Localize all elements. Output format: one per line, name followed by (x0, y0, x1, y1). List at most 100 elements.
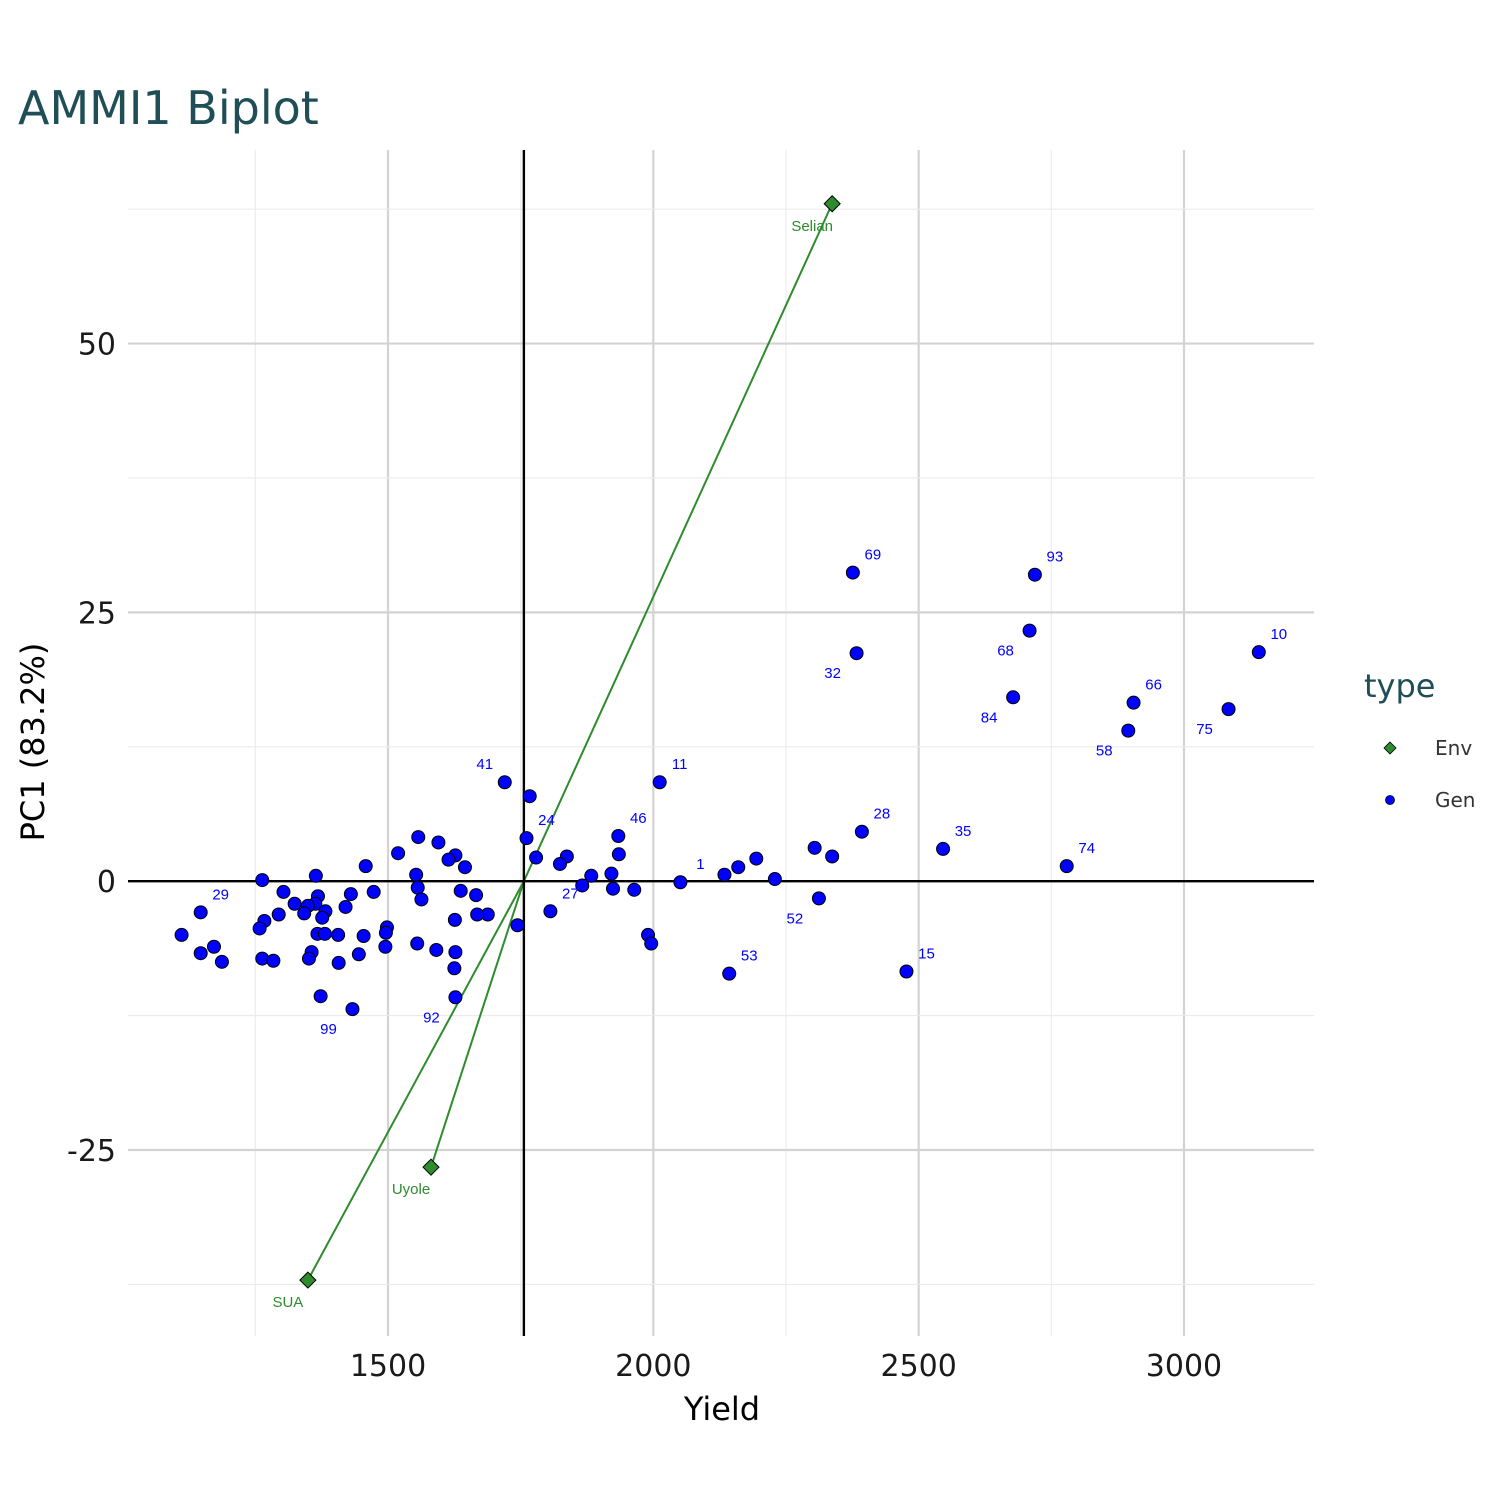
genotype-point (214, 954, 229, 969)
genotype-point (470, 907, 485, 922)
genotype-label: 28 (874, 806, 891, 823)
genotype-point (441, 852, 456, 867)
genotype-point (722, 966, 737, 981)
genotype-point (429, 942, 444, 957)
genotype-label: 92 (423, 1009, 440, 1026)
axis-ticks: 1500 2000 2500 3000 -25 0 25 50 (67, 328, 1222, 1384)
legend-label: Gen (1435, 788, 1475, 812)
genotype-label: 74 (1078, 840, 1095, 857)
legend-label: Env (1435, 736, 1472, 760)
genotype-label: 68 (997, 643, 1014, 660)
genotype-point (447, 912, 462, 927)
genotype-point (1006, 690, 1021, 705)
genotype-point (717, 867, 732, 882)
genotype-point (331, 955, 346, 970)
env-vector (430, 880, 525, 1168)
genotype-label: 15 (918, 945, 935, 962)
genotype-point (510, 918, 525, 933)
genotype-point (673, 875, 688, 890)
genotype-point (811, 891, 826, 906)
env-vector (522, 203, 834, 882)
genotype-point (825, 849, 840, 864)
genotype-point (807, 840, 822, 855)
genotype-point (552, 856, 567, 871)
genotype-point (457, 860, 472, 875)
genotype-point (497, 775, 512, 790)
data-points (174, 195, 1266, 1289)
genotype-point (252, 921, 267, 936)
genotype-point (266, 953, 281, 968)
x-tick-label: 1500 (350, 1349, 426, 1384)
environment-point (422, 1158, 440, 1176)
genotype-point (287, 896, 302, 911)
genotype-point (271, 907, 286, 922)
genotype-point (174, 927, 189, 942)
genotype-point (1027, 567, 1042, 582)
genotype-point (356, 929, 371, 944)
genotype-point (193, 905, 208, 920)
environment-label: SUA (272, 1294, 303, 1311)
env-vectors (307, 203, 834, 1281)
genotype-point (448, 945, 463, 960)
genotype-point (522, 789, 537, 804)
genotype-point (652, 775, 667, 790)
environment-label: Selian (791, 218, 833, 235)
genotype-point (899, 964, 914, 979)
genotype-point (584, 868, 599, 883)
genotype-point (529, 850, 544, 865)
genotype-point (301, 951, 316, 966)
genotype-point (543, 904, 558, 919)
genotype-point (345, 1002, 360, 1017)
legend-title: type (1364, 667, 1435, 705)
genotype-point (255, 873, 270, 888)
genotype-point (845, 565, 860, 580)
genotype-label: 27 (562, 885, 579, 902)
genotype-point (575, 878, 590, 893)
genotype-point (409, 867, 424, 882)
genotype-point (627, 882, 642, 897)
genotype-label: 99 (320, 1021, 337, 1038)
genotype-label: 32 (824, 665, 841, 682)
genotype-point (447, 961, 462, 976)
genotype-point (391, 846, 406, 861)
genotype-point (411, 830, 426, 845)
genotype-label: 11 (672, 756, 688, 773)
genotype-point (469, 888, 484, 903)
y-tick-label: 50 (78, 328, 116, 363)
genotype-point (414, 892, 429, 907)
genotype-point (308, 868, 323, 883)
genotype-point (378, 939, 393, 954)
genotype-point (936, 841, 951, 856)
env-vector (307, 880, 525, 1281)
genotype-label: 53 (741, 948, 758, 965)
x-tick-label: 3000 (1146, 1349, 1222, 1384)
legend-key-diamond (1383, 741, 1397, 755)
genotype-point (606, 881, 621, 896)
y-axis-title: PC1 (83.2%) (14, 643, 52, 842)
environment-point (299, 1271, 317, 1289)
genotype-label: 84 (981, 709, 998, 726)
environment-label: Uyole (392, 1181, 430, 1198)
y-tick-label: -25 (67, 1134, 116, 1169)
legend-key-circle (1385, 795, 1395, 805)
genotype-point (338, 899, 353, 914)
genotype-point (431, 835, 446, 850)
genotype-label: 35 (955, 823, 972, 840)
genotype-point (1022, 623, 1037, 638)
genotype-label: 24 (538, 812, 555, 829)
y-tick-label: 25 (78, 596, 116, 631)
genotype-label: 29 (212, 886, 229, 903)
legend-items: Env Gen (1383, 736, 1475, 812)
genotype-point (611, 847, 626, 862)
genotype-point (193, 946, 208, 961)
genotype-point (731, 860, 746, 875)
genotype-point (351, 947, 366, 962)
genotype-point (206, 939, 221, 954)
genotype-point (317, 926, 332, 941)
genotype-point (410, 936, 425, 951)
genotype-label: 46 (630, 810, 647, 827)
genotype-point (366, 884, 381, 899)
genotype-label: 58 (1096, 743, 1113, 760)
genotype-point (410, 880, 425, 895)
genotype-point (1059, 859, 1074, 874)
